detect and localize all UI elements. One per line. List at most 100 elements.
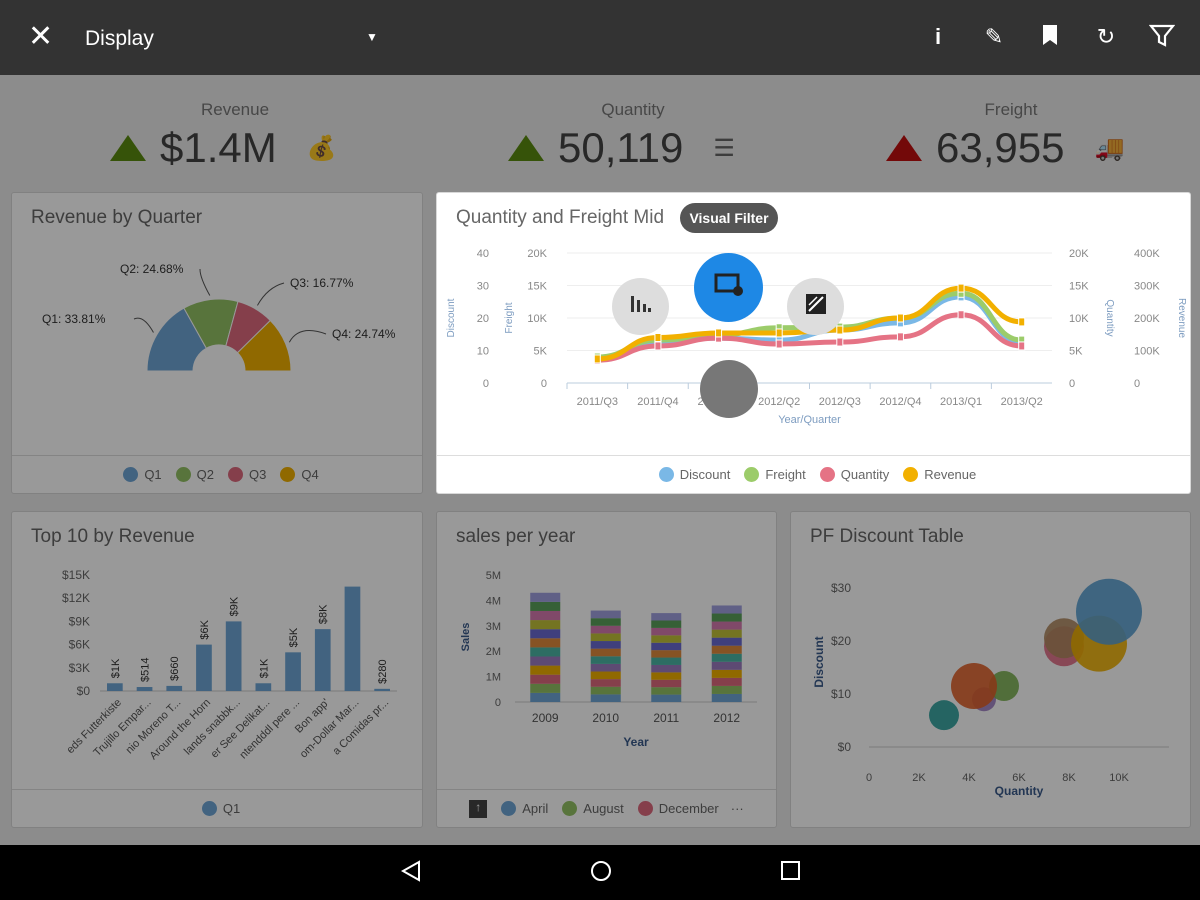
x-tick-label: 2012/Q4 (879, 396, 921, 408)
bar-segment (711, 613, 742, 622)
bar-segment (711, 669, 742, 678)
card-quantity-freight[interactable]: Quantity and Freight Mid 0 0 0 0 10 5K 5K 100K 2… (436, 192, 1191, 494)
bar-segment (530, 629, 561, 639)
bar-segment (711, 661, 742, 670)
axis-tick-label: 5K (1069, 346, 1083, 358)
x-tick-label: 0 (866, 772, 872, 784)
x-tick-label: 2010 (592, 711, 619, 725)
kpi-label: Freight (984, 100, 1038, 119)
legend-label[interactable]: August (583, 801, 624, 816)
back-icon[interactable] (400, 859, 422, 890)
trend-up-icon (508, 135, 544, 161)
axis-tick-label: 10 (477, 346, 489, 358)
data-label: $660 (169, 656, 181, 680)
slice-leader-line (133, 317, 154, 333)
bar (166, 685, 183, 691)
kpi-revenue[interactable]: Revenue $1.4M 💰 (110, 100, 360, 172)
bookmark-icon[interactable] (1036, 24, 1064, 52)
card-sales-per-year[interactable]: sales per year 0 1M 2M 3M 4M 5M Sales 2009 2010 2… (436, 511, 777, 828)
bar (255, 683, 272, 691)
slice-leader-line (288, 330, 327, 343)
legend-label[interactable]: Q1 (144, 467, 162, 482)
legend-dot (201, 801, 217, 816)
bar-segment (651, 679, 682, 688)
y-tick-label: $15K (62, 568, 90, 582)
close-icon[interactable]: ✕ (28, 20, 54, 53)
card-title: Revenue by Quarter (31, 207, 203, 228)
legend-label[interactable]: Freight (765, 467, 806, 482)
card-pf-discount[interactable]: PF Discount Table $0 $10 $20 $30 0 2K 4K 6K 8K 10… (790, 511, 1191, 828)
legend-label[interactable]: Q3 (249, 467, 267, 482)
axis-tick-label: 10K (527, 313, 547, 325)
legend-more-button[interactable]: ··· (730, 801, 744, 816)
x-tick-label: 2011 (653, 711, 679, 725)
x-tick-label: 2K (912, 772, 926, 784)
trend-up-icon (886, 135, 922, 161)
kpi-freight[interactable]: Freight 63,955 🚚 (886, 100, 1136, 172)
kpi-quantity[interactable]: Quantity 50,119 ☰ (508, 100, 758, 172)
recents-icon[interactable] (780, 859, 802, 890)
bar (225, 621, 242, 691)
bar-segment (651, 635, 682, 643)
data-point (654, 341, 662, 351)
edit-off-icon[interactable]: ✎ (984, 24, 1004, 49)
y-tick-label: $30 (831, 581, 851, 595)
toggle-button[interactable] (787, 278, 844, 335)
bar-segment (530, 610, 561, 621)
axis-title: Discount (446, 298, 457, 337)
toggle-icon (805, 293, 827, 320)
truck-icon: 🚚 (1094, 134, 1125, 162)
bar-segment (530, 692, 561, 702)
bar-segment (711, 685, 742, 694)
bar-segment (651, 642, 682, 651)
bar-segment (590, 656, 621, 664)
bar-segment (651, 694, 682, 702)
bar (107, 683, 123, 691)
chart-legend: ↑ April August December ··· (437, 789, 776, 827)
bar-segment (651, 627, 682, 636)
legend-label[interactable]: Quantity (840, 467, 890, 482)
bar-segment (711, 677, 742, 686)
x-tick-label: 2009 (532, 711, 559, 725)
data-point (957, 283, 965, 293)
filter-icon[interactable] (1148, 24, 1176, 54)
data-label: $1K (258, 658, 270, 678)
bar-segment (590, 633, 621, 642)
home-icon[interactable] (589, 859, 613, 890)
bar-segment (711, 653, 742, 662)
legend-label[interactable]: Q4 (301, 467, 319, 482)
legend-label[interactable]: Q2 (196, 467, 214, 482)
visual-filter-button[interactable] (694, 253, 763, 322)
bar-segment (590, 641, 621, 649)
axis-tick-label: 0 (1069, 378, 1075, 390)
bar-segment (590, 610, 621, 619)
chart-type-button[interactable] (612, 278, 669, 335)
chevron-down-icon[interactable]: ▼ (366, 30, 378, 44)
legend-label[interactable]: Q1 (222, 801, 241, 816)
legend-label[interactable]: Discount (679, 467, 731, 482)
info-icon[interactable]: i (934, 24, 942, 49)
legend-scroll-icon[interactable]: ↑ (469, 799, 488, 818)
bar-segment (711, 605, 742, 614)
legend-label[interactable]: Revenue (924, 467, 977, 482)
dashboard-title[interactable]: Display (85, 27, 154, 50)
y-tick-label: 1M (486, 672, 501, 684)
data-label: $8K (318, 604, 330, 624)
radial-center-button[interactable] (700, 360, 758, 418)
axis-tick-label: 100K (1134, 346, 1160, 358)
legend-dot (562, 801, 578, 816)
legend-dot (637, 801, 653, 816)
legend-dot (658, 467, 674, 482)
data-point (957, 310, 965, 320)
refresh-icon[interactable]: ↻ (1096, 24, 1116, 49)
app-bar: ✕ Display ▼ i ✎ ↻ (0, 0, 1200, 75)
card-revenue-by-quarter[interactable]: Revenue by Quarter Q1: 33.81% Q2: 24.68% Q… (11, 192, 423, 494)
axis-tick-label: 400K (1134, 248, 1160, 260)
card-title: Quantity and Freight Mid (456, 207, 665, 228)
card-top10-revenue[interactable]: Top 10 by Revenue $0 $3K $6K $9K $12K $15K $1K… (11, 511, 423, 828)
legend-label[interactable]: April (522, 801, 549, 816)
slice-label: Q1: 33.81% (42, 312, 106, 326)
y-tick-label: $12K (62, 591, 90, 605)
axis-tick-label: 200K (1134, 313, 1160, 325)
legend-label[interactable]: December (658, 801, 719, 816)
